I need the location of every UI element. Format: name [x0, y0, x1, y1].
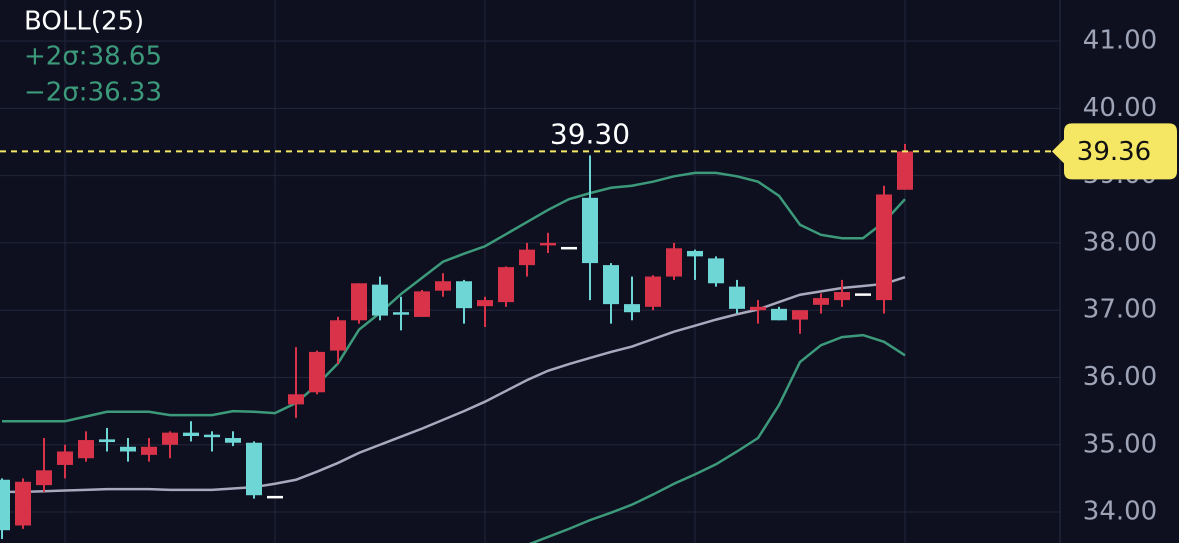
candle-body	[225, 438, 241, 443]
candle-body	[771, 308, 787, 321]
y-tick-label: 38.00	[1083, 227, 1157, 257]
y-tick-label: 35.00	[1083, 429, 1157, 459]
lower-band	[528, 333, 906, 543]
candle-body	[330, 320, 346, 351]
candle-body	[120, 446, 136, 452]
candle-body	[141, 446, 157, 455]
candle-body	[477, 300, 493, 307]
candle-body	[15, 481, 31, 526]
upper-band	[2, 171, 906, 423]
candle-body	[57, 451, 73, 465]
last-price-box	[1052, 123, 1177, 180]
y-tick-label: 36.00	[1083, 362, 1157, 392]
candle-body	[750, 306, 766, 311]
candle-body	[876, 194, 892, 301]
candle-body	[687, 250, 703, 257]
candle-body	[78, 440, 94, 459]
candle-body	[897, 151, 913, 190]
y-tick-label: 41.00	[1083, 26, 1157, 56]
candle-body	[855, 293, 871, 296]
middle-band	[2, 276, 906, 494]
candle-body	[603, 265, 619, 305]
lower-band-label: −2σ:36.33	[24, 78, 162, 108]
upper-band-label: +2σ:38.65	[24, 42, 162, 72]
y-tick-label: 40.00	[1083, 93, 1157, 123]
high-marker-label: 39.30	[550, 117, 630, 150]
candle-body	[582, 197, 598, 264]
candle-body	[519, 249, 535, 266]
candle-body	[246, 442, 262, 496]
candle-body	[708, 258, 724, 284]
candle-body	[834, 292, 850, 301]
candle-body	[540, 242, 556, 246]
candle-body	[393, 312, 409, 315]
candle-body	[456, 281, 472, 309]
candle-body	[309, 351, 325, 393]
candle-body	[36, 470, 52, 486]
candle-body	[351, 283, 367, 321]
last-price-label: 39.36	[1077, 137, 1151, 167]
indicator-name: BOLL(25)	[24, 7, 144, 37]
y-tick-label: 37.00	[1083, 295, 1157, 325]
candle-body	[645, 276, 661, 307]
candle-body	[204, 434, 220, 438]
candle-body	[792, 310, 808, 320]
candle-body	[435, 281, 451, 291]
candle-body	[498, 267, 514, 303]
plot-area	[0, 143, 913, 543]
candle-body	[729, 286, 745, 309]
candle-body	[267, 495, 283, 499]
candle-body	[162, 432, 178, 445]
y-tick-label: 34.00	[1083, 497, 1157, 527]
candle-body	[183, 432, 199, 437]
candle-body	[561, 246, 577, 250]
candle-body	[666, 248, 682, 277]
candle-body	[0, 479, 10, 531]
candle-body	[288, 394, 304, 405]
candle-body	[372, 284, 388, 316]
candle-body	[99, 439, 115, 443]
candle-body	[624, 304, 640, 313]
candle-body	[813, 298, 829, 305]
candle-body	[414, 291, 430, 317]
